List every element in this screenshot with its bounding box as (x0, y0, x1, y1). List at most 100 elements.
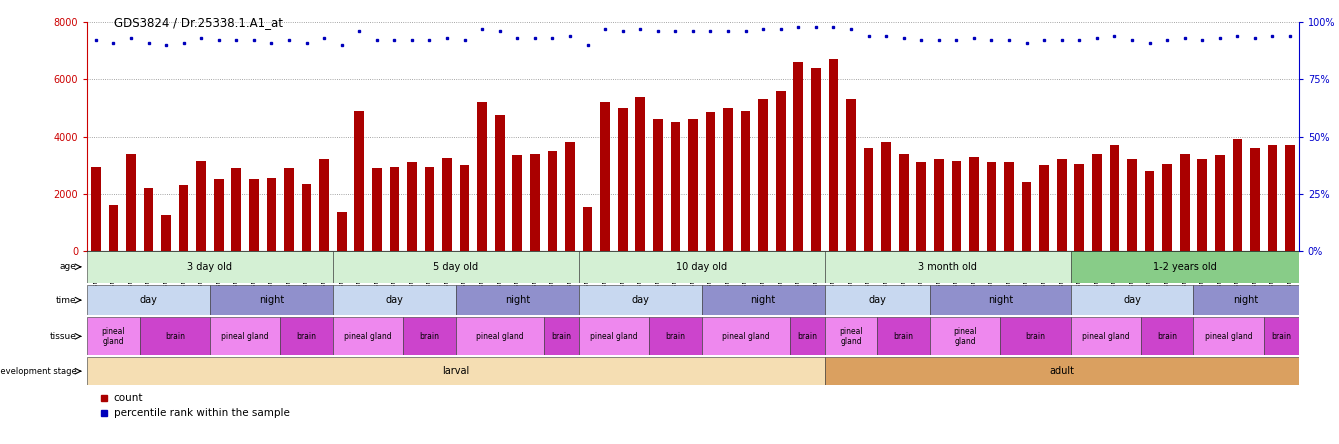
Bar (1004, 162, 1014, 251)
Bar (390, 166, 399, 251)
Bar (495, 115, 505, 251)
Bar (653, 119, 663, 251)
Bar (548, 151, 557, 251)
Bar (319, 159, 329, 251)
Bar (161, 215, 171, 251)
Bar (702, 285, 825, 315)
Bar (829, 59, 838, 251)
Bar (1000, 317, 1070, 355)
Text: night: night (1233, 295, 1259, 305)
Bar (1022, 182, 1031, 251)
Text: night: night (258, 295, 284, 305)
Bar (87, 285, 210, 315)
Text: development stage: development stage (0, 367, 76, 376)
Bar (455, 285, 578, 315)
Text: pineal gland: pineal gland (722, 332, 770, 341)
Bar (877, 317, 931, 355)
Text: 1-2 years old: 1-2 years old (1153, 262, 1217, 272)
Bar (266, 178, 276, 251)
Text: 3 month old: 3 month old (919, 262, 977, 272)
Bar (1070, 285, 1193, 315)
Bar (636, 96, 645, 251)
Bar (333, 251, 578, 283)
Bar (333, 285, 455, 315)
Text: night: night (751, 295, 775, 305)
Bar (87, 317, 139, 355)
Bar (1127, 159, 1137, 251)
Text: pineal gland: pineal gland (475, 332, 524, 341)
Bar (513, 155, 522, 251)
Bar (758, 99, 769, 251)
Bar (407, 162, 416, 251)
Text: tissue: tissue (50, 332, 76, 341)
Bar (931, 317, 1000, 355)
Bar (1268, 145, 1277, 251)
Text: brain: brain (797, 332, 817, 341)
Bar (280, 317, 333, 355)
Text: 10 day old: 10 day old (676, 262, 727, 272)
Bar (1214, 155, 1225, 251)
Text: brain: brain (165, 332, 185, 341)
Bar (578, 317, 649, 355)
Text: pineal gland: pineal gland (590, 332, 637, 341)
Text: brain: brain (552, 332, 572, 341)
Text: count: count (114, 393, 143, 403)
Text: larval: larval (442, 366, 470, 376)
Text: percentile rank within the sample: percentile rank within the sample (114, 408, 289, 418)
Bar (702, 317, 790, 355)
Text: brain: brain (665, 332, 686, 341)
Text: time: time (56, 296, 76, 305)
Text: brain: brain (419, 332, 439, 341)
Bar (1264, 317, 1299, 355)
Bar (1193, 317, 1264, 355)
Bar (952, 161, 961, 251)
Bar (1197, 159, 1206, 251)
Bar (1145, 171, 1154, 251)
Text: night: night (505, 295, 530, 305)
Text: pineal gland: pineal gland (221, 332, 269, 341)
Bar (424, 166, 434, 251)
Bar (355, 111, 364, 251)
Bar (794, 62, 803, 251)
Text: brain: brain (1271, 332, 1291, 341)
Bar (1093, 154, 1102, 251)
Bar (578, 285, 702, 315)
Bar (455, 317, 544, 355)
Bar (825, 285, 931, 315)
Bar (671, 122, 680, 251)
Text: pineal gland: pineal gland (1082, 332, 1130, 341)
Bar (825, 317, 877, 355)
Bar (333, 317, 403, 355)
Bar (1070, 317, 1141, 355)
Bar (881, 142, 890, 251)
Text: day: day (631, 295, 649, 305)
Bar (179, 185, 189, 251)
Text: pineal gland: pineal gland (1205, 332, 1252, 341)
Bar (825, 251, 1070, 283)
Text: pineal
gland: pineal gland (840, 327, 862, 346)
Bar (1070, 251, 1299, 283)
Bar (1039, 165, 1048, 251)
Bar (459, 165, 470, 251)
Bar (1193, 285, 1299, 315)
Text: day: day (386, 295, 403, 305)
Bar (740, 111, 750, 251)
Bar (790, 317, 825, 355)
Bar (214, 179, 224, 251)
Bar (544, 317, 578, 355)
Bar (864, 148, 873, 251)
Bar (723, 108, 732, 251)
Bar (403, 317, 455, 355)
Bar (935, 159, 944, 251)
Text: day: day (139, 295, 158, 305)
Bar (478, 102, 487, 251)
Bar (108, 205, 118, 251)
Bar (210, 317, 280, 355)
Bar (87, 357, 825, 385)
Bar (442, 158, 451, 251)
Text: brain: brain (893, 332, 913, 341)
Bar (301, 184, 312, 251)
Text: pineal
gland: pineal gland (102, 327, 125, 346)
Bar (578, 251, 825, 283)
Bar (582, 206, 592, 251)
